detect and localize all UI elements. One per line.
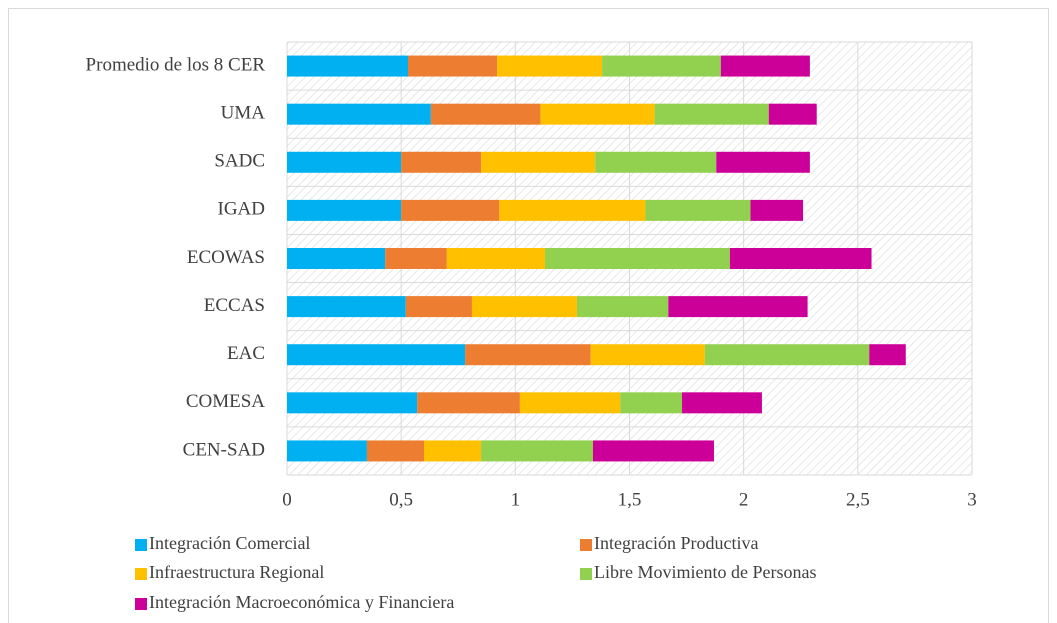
legend-label: Libre Movimiento de Personas — [594, 562, 816, 582]
bar-segment — [768, 103, 817, 125]
bar-segment — [540, 103, 655, 125]
legend-swatch — [135, 598, 147, 610]
legend-label: Integración Comercial — [149, 533, 310, 553]
y-tick-label: SADC — [214, 151, 265, 172]
bar-segment — [287, 248, 386, 269]
bar-segment — [716, 151, 810, 173]
bar-segment — [446, 248, 546, 269]
x-tick-label: 2,5 — [846, 489, 870, 510]
bar-segment — [287, 199, 402, 221]
legend-label: Integración Productiva — [594, 533, 758, 553]
bar-segment — [405, 296, 472, 318]
bar-segment — [602, 55, 721, 77]
legend-swatch — [580, 539, 592, 551]
bar-segment — [287, 344, 466, 366]
bar-segment — [287, 103, 431, 125]
bar-segment — [720, 55, 810, 77]
bar-segment — [287, 296, 406, 318]
legend-swatch — [580, 568, 592, 580]
bar-segment — [592, 440, 714, 462]
bar-segment — [465, 344, 591, 366]
legend-swatch — [135, 568, 147, 580]
y-tick-label: Promedio de los 8 CER — [86, 54, 266, 75]
bar-segment — [869, 344, 906, 366]
bar-segment — [408, 55, 498, 77]
bar-segment — [417, 392, 520, 414]
bar-segment — [287, 151, 402, 173]
bar-segment — [424, 440, 482, 462]
bar-segment — [481, 151, 596, 173]
bar-segment — [287, 55, 409, 77]
y-tick-label: COMESA — [186, 391, 265, 412]
bar-segment — [645, 199, 751, 221]
bar-segment — [704, 344, 870, 366]
bar-segment — [497, 55, 603, 77]
bar-segment — [654, 103, 769, 125]
y-tick-label: ECCAS — [204, 295, 265, 316]
x-tick-label: 2 — [739, 489, 749, 510]
bar-segment — [750, 199, 804, 221]
bar-segment — [287, 440, 367, 462]
bar-segment — [668, 296, 808, 318]
bar-segment — [682, 392, 762, 414]
y-tick-label: EAC — [227, 343, 265, 364]
x-tick-label: 1 — [511, 489, 521, 510]
legend-label: Integración Macroeconómica y Financiera — [149, 592, 454, 612]
legend-swatch — [135, 539, 147, 551]
bar-segment — [401, 199, 500, 221]
bar-segment — [471, 296, 577, 318]
bar-segment — [287, 392, 418, 414]
bar-segment — [519, 392, 621, 414]
x-tick-label: 3 — [967, 489, 977, 510]
bar-segment — [385, 248, 447, 269]
x-tick-label: 0 — [282, 489, 292, 510]
bar-segment — [366, 440, 424, 462]
y-tick-label: UMA — [221, 103, 266, 124]
y-tick-label: IGAD — [218, 199, 266, 220]
bar-segment — [481, 440, 593, 462]
bar-segment — [576, 296, 669, 318]
legend-label: Infraestructura Regional — [149, 562, 324, 582]
bar-segment — [499, 199, 646, 221]
bar-segment — [401, 151, 482, 173]
y-tick-label: CEN-SAD — [183, 439, 265, 460]
bar-segment — [590, 344, 705, 366]
bar-segment — [729, 248, 872, 269]
bar-segment — [545, 248, 730, 269]
bar-segment — [430, 103, 541, 125]
bar-segment — [620, 392, 683, 414]
x-tick-label: 1,5 — [618, 489, 642, 510]
x-tick-label: 0,5 — [389, 489, 413, 510]
bar-segment — [595, 151, 717, 173]
y-tick-label: ECOWAS — [187, 247, 265, 268]
